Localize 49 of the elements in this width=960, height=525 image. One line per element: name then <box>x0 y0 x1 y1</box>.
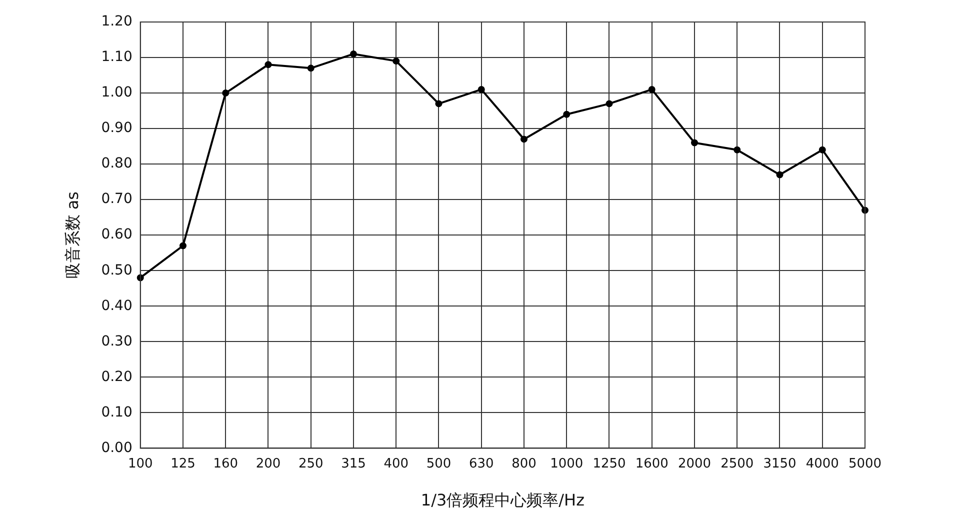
y-axis-title: 吸音系数 as <box>62 191 82 279</box>
y-tick-label: 0.40 <box>101 298 132 314</box>
y-tick-label: 0.10 <box>101 404 132 420</box>
x-tick-label: 315 <box>341 456 366 472</box>
x-tick-label: 500 <box>426 456 452 472</box>
point <box>179 242 186 250</box>
y-tick-label: 0.50 <box>101 262 132 278</box>
point <box>648 86 656 93</box>
x-tick-label: 400 <box>384 456 409 472</box>
x-tick-label: 630 <box>468 456 494 472</box>
x-tick-label: 160 <box>213 456 238 472</box>
y-tick-label: 0.30 <box>101 333 132 350</box>
point <box>264 61 272 68</box>
y-tick-label: 0.20 <box>101 368 132 385</box>
y-tick-label: 0.00 <box>101 440 132 456</box>
x-tick-label: 1000 <box>550 456 584 472</box>
x-tick-label: 125 <box>170 456 196 472</box>
x-tick-label: 5000 <box>848 456 882 472</box>
y-tick-label: 1.20 <box>101 14 132 30</box>
point <box>606 100 613 108</box>
x-tick-label: 100 <box>128 456 153 472</box>
point <box>478 86 485 93</box>
x-tick-label: 2000 <box>678 456 712 472</box>
point <box>734 146 741 154</box>
point <box>350 50 357 58</box>
point <box>776 171 784 178</box>
point <box>520 136 528 143</box>
x-tick-label: 2500 <box>720 456 754 472</box>
x-tick-label: 250 <box>298 456 324 472</box>
x-tick-label: 200 <box>256 456 281 472</box>
x-tick-label: 800 <box>512 456 536 472</box>
point <box>691 139 698 146</box>
point <box>563 110 570 118</box>
point <box>392 58 400 65</box>
y-tick-label: 1.00 <box>101 84 132 101</box>
point <box>818 146 826 154</box>
y-tick-label: 1.10 <box>101 49 132 66</box>
x-tick-label: 1250 <box>592 456 626 472</box>
point <box>435 100 442 108</box>
x-tick-label: 1600 <box>635 456 668 472</box>
x-tick-label: 4000 <box>806 456 839 472</box>
y-tick-label: 0.70 <box>101 191 132 208</box>
point <box>307 64 314 72</box>
y-tick-label: 0.80 <box>101 156 132 172</box>
x-tick-label: 3150 <box>763 456 796 472</box>
y-tick-label: 0.60 <box>101 226 132 243</box>
y-tick-label: 0.90 <box>101 120 132 136</box>
x-axis-title: 1/3倍频程中心频率/Hz <box>420 490 584 510</box>
point <box>222 90 230 97</box>
